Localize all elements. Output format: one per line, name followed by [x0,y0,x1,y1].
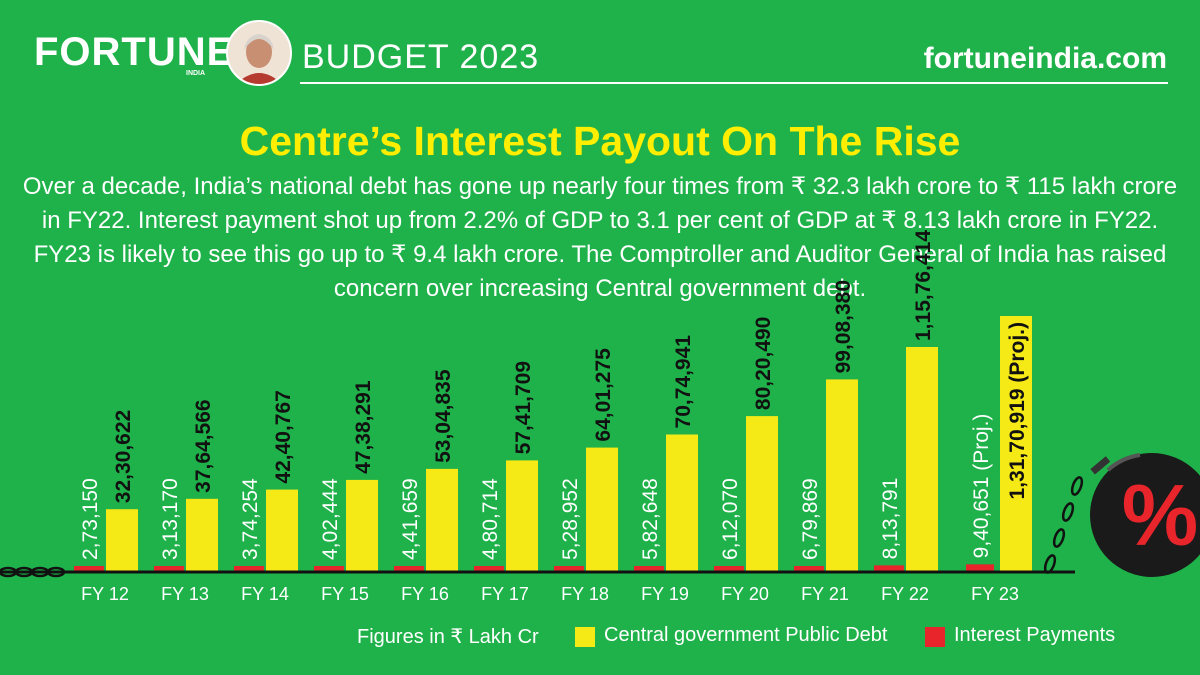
label-debt: 99,08,380 [832,280,855,373]
bar-interest [554,566,584,572]
label-interest: 4,80,714 [479,478,502,560]
bar-interest [714,566,744,572]
label-debt: 80,20,490 [752,317,775,410]
bar-debt [426,468,458,572]
bar-debt [586,447,618,572]
header-divider [300,82,1168,84]
label-interest: 8,13,791 [879,478,902,560]
legend-label-debt: Central government Public Debt [604,624,888,646]
tick-label: FY 16 [401,584,449,604]
ball-icon [1090,453,1200,577]
tick-label: FY 20 [721,584,769,604]
site-url: fortuneindia.com [923,42,1167,75]
bar-debt [1000,316,1032,572]
bar-interest [474,566,504,572]
tick-label: FY 18 [561,584,609,604]
label-interest: 2,73,150 [79,478,102,560]
bar-interest [154,566,184,572]
chain-link [1070,476,1084,496]
percent-icon: % [1122,468,1198,564]
portrait-icon [226,20,292,86]
section-title: BUDGET 2023 [302,38,540,76]
bar-interest [314,566,344,572]
page-title: Centre’s Interest Payout On The Rise [239,118,961,164]
bar-debt [186,498,218,572]
bar-debt [666,434,698,572]
legend-swatch-interest [925,627,945,647]
legend-label-interest: Interest Payments [954,624,1116,646]
legend-note: Figures in ₹ Lakh Cr [357,626,539,648]
label-debt: 1,15,76,414 [912,230,935,341]
bar-debt [106,509,138,572]
brand-logo: FORTUNE [34,30,235,74]
tick-label: FY 21 [801,584,849,604]
label-interest: 9,40,651 (Proj.) [970,414,993,559]
label-debt: 70,74,941 [672,335,695,429]
tick-label: FY 19 [641,584,689,604]
label-interest: 6,79,869 [799,478,822,560]
tick-label: FY 15 [321,584,369,604]
label-interest: 5,82,648 [639,478,662,560]
bar-debt [346,479,378,572]
bar-interest [874,565,904,572]
bar-debt [826,379,858,572]
bar-debt [266,489,298,572]
label-interest: 4,41,659 [399,478,422,560]
bar-debt [906,346,938,572]
tick-label: FY 12 [81,584,129,604]
label-interest: 3,13,170 [159,478,182,560]
label-interest: 4,02,444 [319,478,342,560]
ball-ring [1090,456,1111,475]
label-interest: 6,12,070 [719,478,742,560]
bar-interest [234,566,264,572]
brand-sub: INDIA [186,70,206,77]
label-debt: 42,40,767 [272,390,295,483]
bar-debt [506,460,538,572]
label-interest: 5,28,952 [559,478,582,560]
label-debt: 32,30,622 [112,410,135,503]
legend-swatch-debt [575,627,595,647]
ball-highlight [1106,453,1141,472]
label-debt: 37,64,566 [192,399,215,492]
tick-label: FY 17 [481,584,529,604]
label-debt: 57,41,709 [512,361,535,454]
bar-interest [74,566,104,572]
label-debt: 1,31,70,919 (Proj.) [1006,322,1029,499]
bar-interest [634,566,664,572]
tick-label: FY 22 [881,584,929,604]
label-debt: 53,04,835 [432,369,455,463]
label-debt: 47,38,291 [352,380,375,474]
tick-label: FY 13 [161,584,209,604]
label-interest: 3,74,254 [239,478,262,560]
bar-interest [966,564,994,572]
tick-label: FY 14 [241,584,289,604]
bar-debt [746,416,778,572]
chain-link [1043,554,1057,574]
chain-link [1061,502,1075,522]
tick-label: FY 23 [971,584,1019,604]
bar-interest [794,566,824,572]
bar-interest [394,566,424,572]
label-debt: 64,01,275 [592,348,615,442]
chain-link [1052,528,1066,548]
chain-link [46,566,66,578]
description: Over a decade, India’s national debt has… [22,173,1178,302]
